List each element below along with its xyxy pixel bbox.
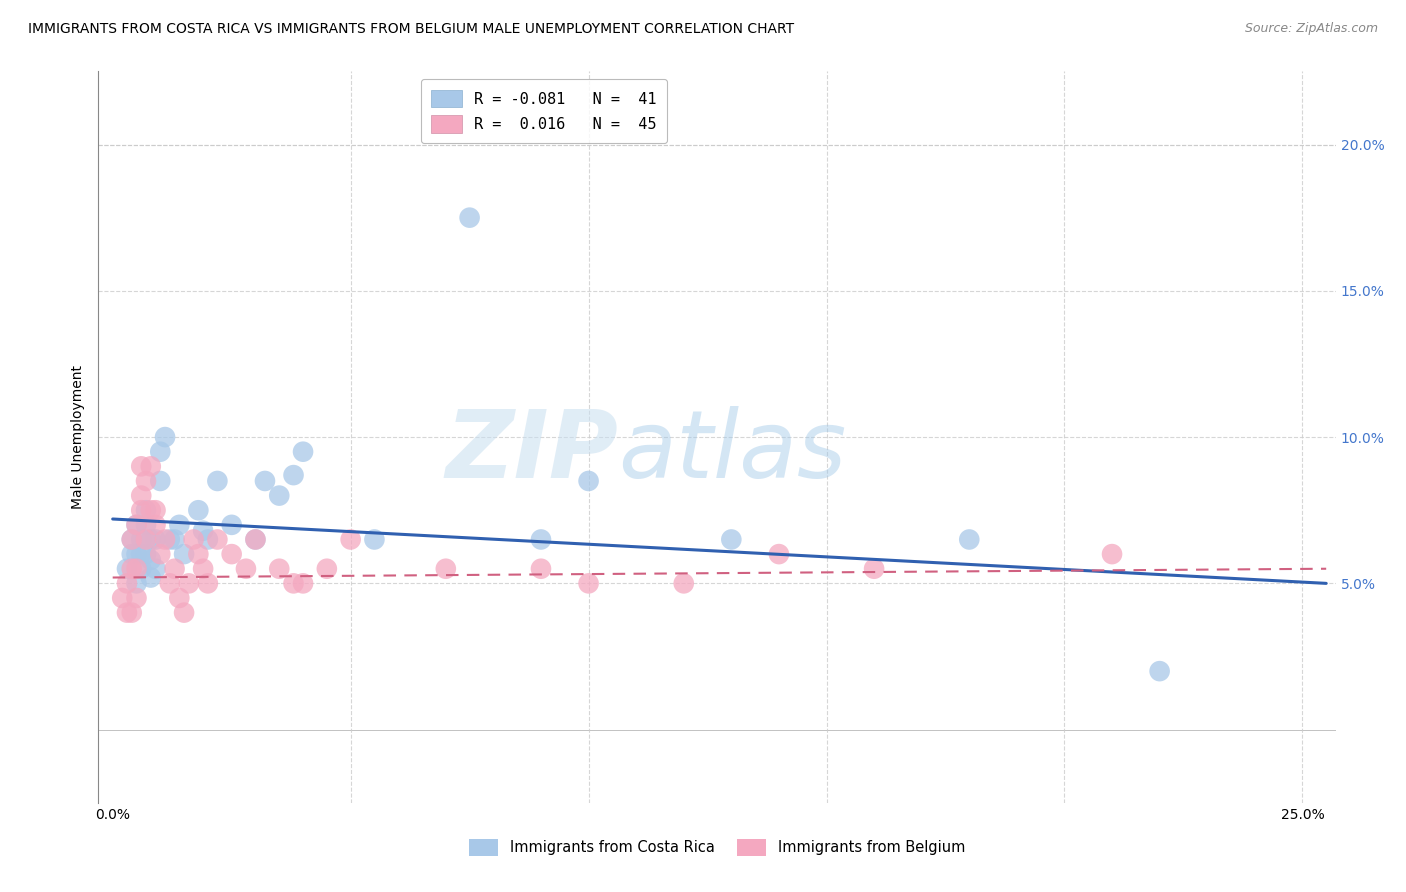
Point [253,474,276,488]
Point [197,533,219,547]
Point [125,517,148,532]
Point [129,547,152,561]
Point [139,459,162,474]
Point [125,517,148,532]
Point [121,606,143,620]
Point [111,591,134,605]
Point [292,444,315,458]
Point [135,517,157,532]
Point [129,489,152,503]
Point [169,591,191,605]
Point [135,533,157,547]
Point [269,489,291,503]
Point [149,474,172,488]
Text: atlas: atlas [619,406,846,497]
Point [115,576,138,591]
Point [221,517,243,532]
Point [149,444,172,458]
Legend: Immigrants from Costa Rica, Immigrants from Belgium: Immigrants from Costa Rica, Immigrants f… [464,833,970,862]
Point [269,562,291,576]
Text: ZIP: ZIP [446,406,619,498]
Point [283,468,305,483]
Point [672,576,695,591]
Point [149,547,172,561]
Point [187,547,209,561]
Point [283,576,305,591]
Point [159,576,181,591]
Point [159,533,181,547]
Point [139,533,162,547]
Point [173,606,195,620]
Point [153,533,176,547]
Point [339,533,361,547]
Point [153,430,176,444]
Point [135,547,157,561]
Point [191,524,214,538]
Point [173,547,195,561]
Point [221,547,243,561]
Point [125,547,148,561]
Point [145,517,167,532]
Point [115,562,138,576]
Point [129,503,152,517]
Point [125,591,148,605]
Point [129,562,152,576]
Point [129,533,152,547]
Point [139,570,162,584]
Point [292,576,315,591]
Point [187,503,209,517]
Point [121,533,143,547]
Point [530,562,553,576]
Point [1149,664,1171,678]
Point [235,562,257,576]
Point [245,533,267,547]
Point [121,562,143,576]
Y-axis label: Male Unemployment: Male Unemployment [72,365,86,509]
Point [125,576,148,591]
Point [363,533,385,547]
Point [163,533,186,547]
Point [163,562,186,576]
Point [121,533,143,547]
Point [139,553,162,567]
Point [578,474,600,488]
Point [315,562,337,576]
Point [957,533,980,547]
Point [145,562,167,576]
Point [169,517,191,532]
Point [197,576,219,591]
Point [177,576,200,591]
Point [768,547,790,561]
Point [125,562,148,576]
Point [135,503,157,517]
Point [183,533,205,547]
Point [129,459,152,474]
Point [207,533,229,547]
Point [121,547,143,561]
Point [863,562,886,576]
Point [135,474,157,488]
Point [191,562,214,576]
Point [145,503,167,517]
Point [207,474,229,488]
Point [434,562,457,576]
Point [145,533,167,547]
Point [245,533,267,547]
Text: IMMIGRANTS FROM COSTA RICA VS IMMIGRANTS FROM BELGIUM MALE UNEMPLOYMENT CORRELAT: IMMIGRANTS FROM COSTA RICA VS IMMIGRANTS… [28,22,794,37]
Text: Source: ZipAtlas.com: Source: ZipAtlas.com [1244,22,1378,36]
Point [139,503,162,517]
Point [1101,547,1123,561]
Point [458,211,481,225]
Point [115,606,138,620]
Point [578,576,600,591]
Point [530,533,553,547]
Point [720,533,742,547]
